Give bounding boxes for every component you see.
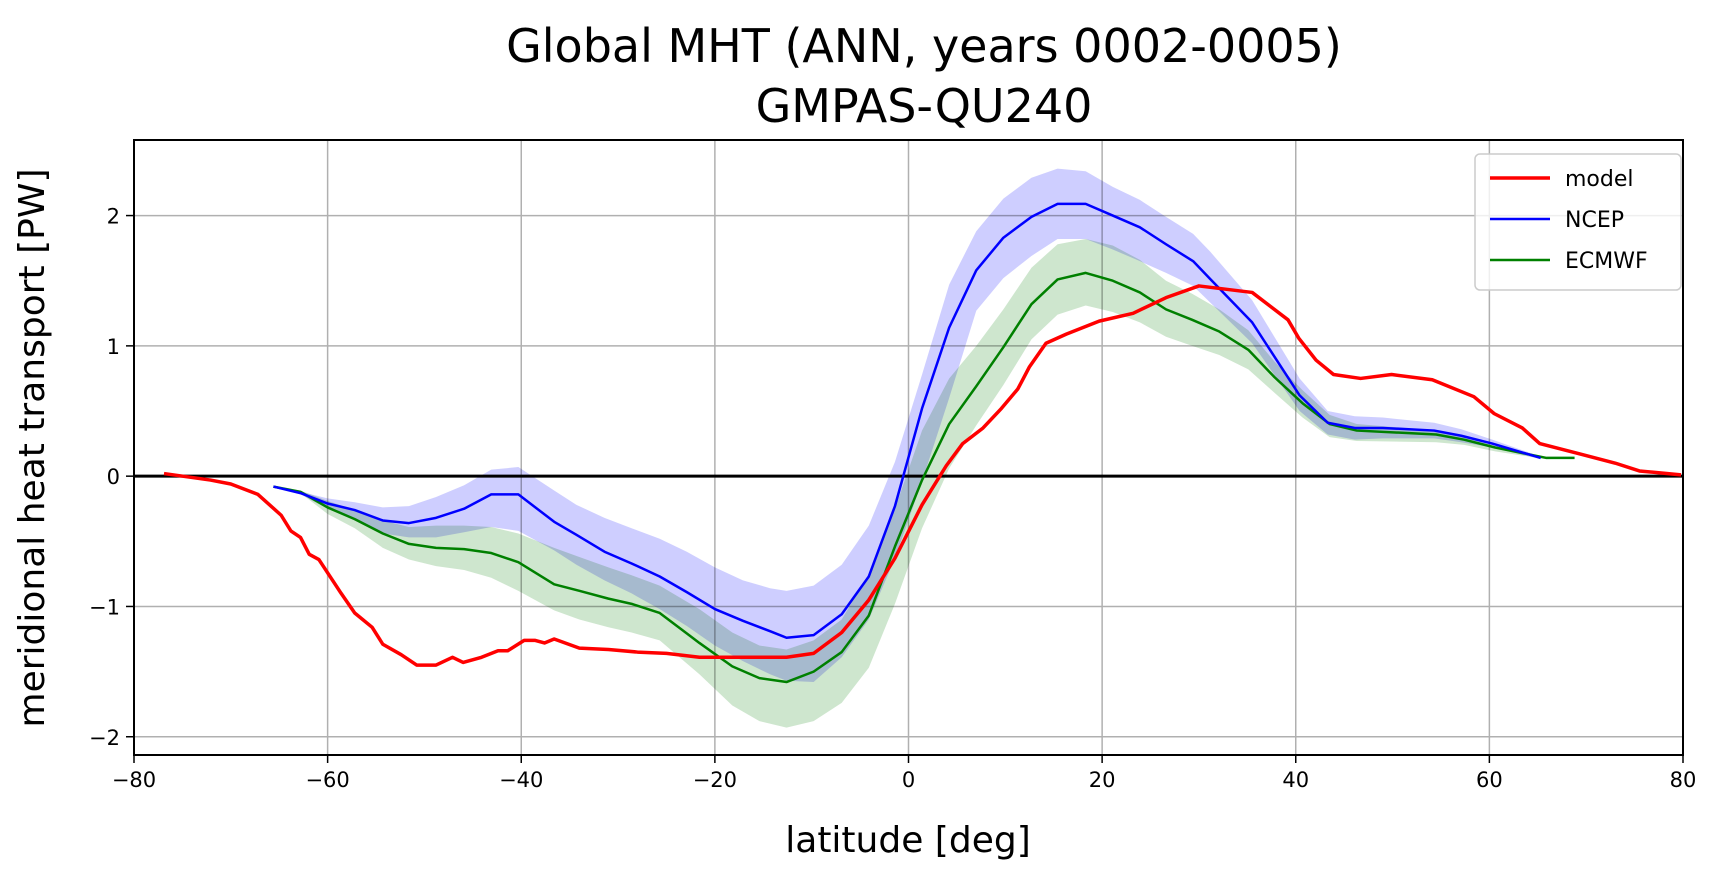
ecmwf-line xyxy=(273,271,1575,684)
x-tick-label: 0 xyxy=(902,768,915,792)
x-tick-label: 40 xyxy=(1282,768,1309,792)
chart-subtitle: GMPAS-QU240 xyxy=(756,79,1093,133)
legend-label-ncep: NCEP xyxy=(1565,208,1624,233)
y-tick-label: 1 xyxy=(107,335,120,359)
ncep-line xyxy=(273,202,1542,639)
ecmwf-band xyxy=(273,239,1575,728)
legend-box xyxy=(1474,153,1682,291)
y-tick-label: −2 xyxy=(89,726,120,750)
legend-label-ecmwf: ECMWF xyxy=(1565,249,1648,274)
x-tick-label: −40 xyxy=(499,768,543,792)
uncertainty-bands xyxy=(273,168,1575,728)
legend-label-model: model xyxy=(1565,167,1634,192)
x-tick-label: −80 xyxy=(112,768,156,792)
ncep-band xyxy=(273,168,1541,683)
x-axis-label: latitude [deg] xyxy=(785,820,1031,861)
legend: model NCEP ECMWF xyxy=(1474,153,1682,291)
model-line xyxy=(163,284,1682,667)
axis-ticks: −80 −60 −40 −20 0 20 40 60 80 −2 −1 0 1 2 xyxy=(89,205,1696,792)
y-tick-label: −1 xyxy=(89,595,120,619)
y-tick-label: 2 xyxy=(107,205,120,229)
x-tick-label: 20 xyxy=(1089,768,1116,792)
y-tick-label: 0 xyxy=(107,465,120,489)
x-tick-label: −60 xyxy=(305,768,349,792)
y-axis-label: meridional heat transport [PW] xyxy=(12,169,53,728)
x-tick-label: 60 xyxy=(1476,768,1503,792)
x-tick-label: 80 xyxy=(1670,768,1697,792)
x-tick-label: −20 xyxy=(693,768,737,792)
chart-title: Global MHT (ANN, years 0002-0005) xyxy=(506,19,1342,73)
series-lines xyxy=(163,202,1682,684)
